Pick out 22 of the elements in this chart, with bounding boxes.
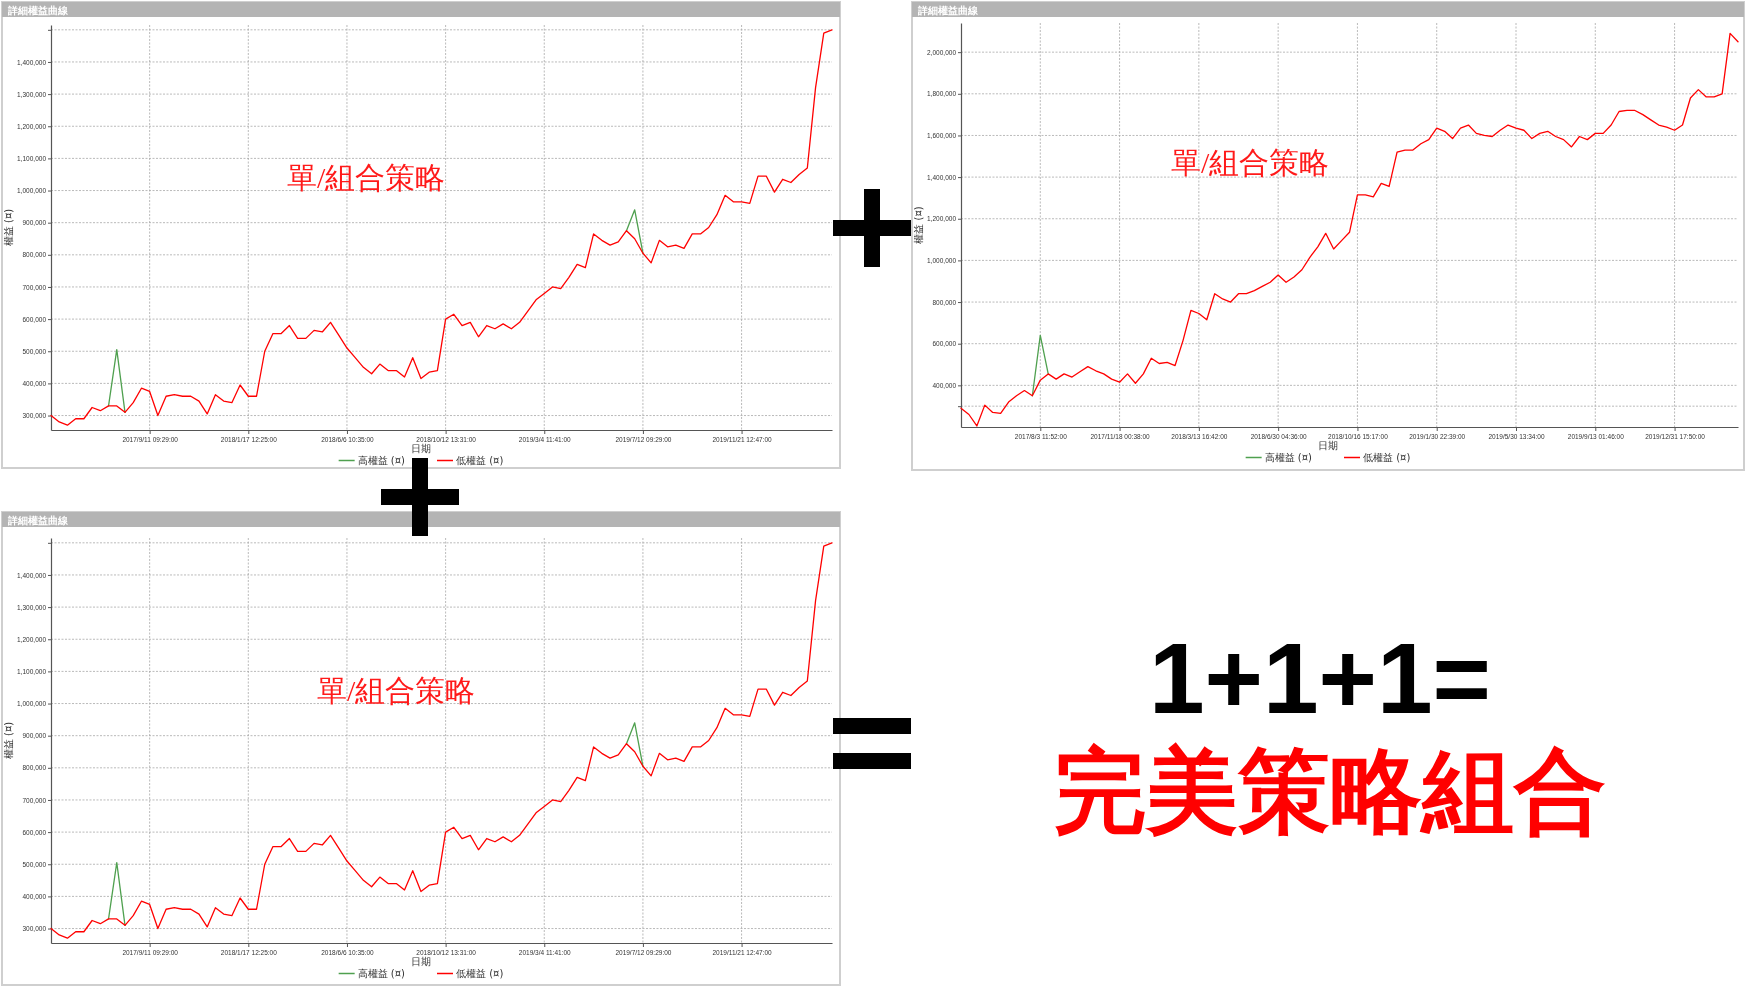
- y-axis-title: 權益 (¤): [3, 721, 14, 760]
- annotation: 單/組合策略: [1171, 146, 1330, 179]
- annotation: 單/組合策略: [287, 161, 446, 194]
- legend-label: 低權益 (¤): [456, 968, 504, 979]
- y-axis-title: 權益 (¤): [913, 206, 924, 244]
- x-axis-title: 日期: [411, 443, 431, 454]
- line-series: [50, 542, 833, 939]
- legend-label: 低權益 (¤): [456, 455, 504, 466]
- legend-label: 低權益 (¤): [1363, 452, 1411, 463]
- x-axis-title: 日期: [411, 956, 431, 967]
- chart-title: 詳細權益曲線: [917, 4, 979, 16]
- text: 1+1+1=: [1148, 622, 1492, 734]
- chart-title: 詳細權益曲線: [7, 4, 69, 16]
- text: 完美策略組合: [1054, 738, 1606, 845]
- line-series: [50, 29, 833, 426]
- legend-label: 高權益 (¤): [357, 455, 406, 466]
- legend-label: 高權益 (¤): [357, 968, 406, 979]
- annotation: 單/組合策略: [317, 674, 476, 707]
- legend-label: 高權益 (¤): [1264, 452, 1313, 463]
- x-axis-title: 日期: [1318, 440, 1338, 451]
- y-axis-title: 權益 (¤): [3, 208, 14, 247]
- chart-title: 詳細權益曲線: [7, 514, 69, 526]
